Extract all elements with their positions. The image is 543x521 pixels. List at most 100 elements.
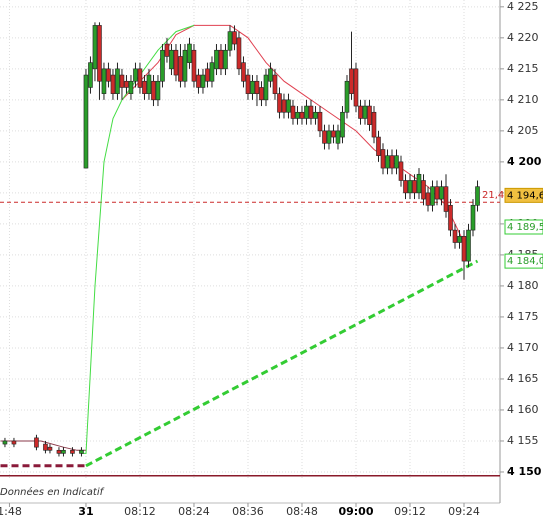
candle-body — [205, 68, 210, 82]
candle-body — [92, 25, 98, 70]
x-tick-label: 08:36 — [232, 505, 264, 518]
candle-body — [412, 180, 417, 194]
candle-body — [349, 68, 354, 94]
candle-body — [421, 180, 426, 200]
candle-body — [398, 161, 404, 181]
price-tag-label: 4 189,5 — [507, 222, 543, 233]
candle-body — [191, 49, 197, 82]
candle-body — [169, 49, 174, 70]
candle-body — [11, 440, 17, 445]
y-tick-label: 4 225 — [507, 0, 539, 13]
candle-body — [326, 130, 332, 144]
y-tick-label: 4 210 — [507, 93, 539, 106]
candle-body — [371, 111, 377, 138]
x-tick-label: 09:24 — [448, 505, 480, 518]
candle-body — [47, 446, 53, 451]
candle-body — [452, 229, 458, 243]
candle-body — [79, 449, 84, 454]
y-tick-label: 4 170 — [507, 341, 539, 354]
y-tick-label: 4 200 — [507, 155, 542, 168]
x-tick-label: 08:48 — [286, 505, 318, 518]
candle-body — [335, 130, 341, 144]
candle-body — [362, 105, 368, 119]
candle-body — [281, 99, 287, 113]
candle-body — [263, 74, 269, 101]
candle-body — [272, 74, 278, 94]
candle-body — [200, 74, 206, 88]
y-tick-label: 4 150 — [507, 465, 542, 478]
candle-body — [385, 155, 390, 169]
candle-body — [290, 105, 296, 119]
candle-body — [187, 43, 192, 63]
candle-body — [358, 105, 363, 119]
candle-body — [133, 68, 138, 82]
candle-body — [101, 68, 107, 94]
candle-body — [286, 99, 291, 113]
y-tick-label: 4 220 — [507, 31, 539, 44]
candle-body — [403, 180, 408, 194]
x-tick-label: 1:48 — [0, 505, 22, 518]
candle-body — [308, 105, 314, 119]
candle-body — [173, 49, 179, 76]
candle-body — [43, 443, 48, 451]
candle-body — [389, 155, 395, 169]
x-tick-label: 08:24 — [178, 505, 210, 518]
candle-body — [70, 449, 75, 454]
candle-body — [218, 49, 224, 70]
candle-body — [430, 186, 435, 206]
candle-body — [322, 130, 327, 144]
candle-body — [457, 236, 462, 243]
candle-body — [250, 80, 255, 94]
y-tick-label: 4 175 — [507, 310, 539, 323]
x-tick-label: 09:00 — [338, 505, 373, 518]
x-tick-label: 09:12 — [394, 505, 426, 518]
candle-body — [259, 87, 264, 101]
candle-body — [160, 49, 165, 82]
candle-body — [304, 105, 309, 119]
candle-body — [209, 62, 215, 82]
candle-body — [367, 105, 372, 125]
candle-body — [61, 449, 66, 454]
candle-body — [164, 43, 170, 57]
candle-body — [317, 111, 323, 132]
candle-body — [254, 80, 260, 94]
candle-body — [196, 74, 201, 88]
candle-body — [313, 111, 318, 119]
y-tick-label: 4 160 — [507, 403, 539, 416]
price-tag — [504, 219, 543, 235]
candle-body — [241, 62, 246, 82]
candle-body — [268, 68, 273, 82]
indicator-line — [85, 259, 479, 468]
candle-body — [106, 68, 111, 82]
candle-body — [380, 149, 386, 169]
candle-body — [475, 186, 480, 206]
candle-body — [299, 111, 305, 119]
x-tick-label: 31 — [78, 505, 93, 518]
candle-body — [470, 204, 476, 231]
candle-body — [277, 93, 282, 113]
candle-body — [394, 155, 399, 169]
candle-body — [151, 80, 156, 101]
candle-body — [83, 74, 89, 169]
candle-body — [110, 74, 116, 94]
candle-body — [155, 80, 161, 101]
candle-body — [178, 56, 183, 82]
x-tick-label: 08:12 — [124, 505, 156, 518]
candle-body — [466, 229, 471, 262]
candle-body — [137, 68, 143, 88]
candle-body — [340, 111, 345, 138]
candle-body — [214, 49, 219, 70]
candle-body — [407, 180, 413, 194]
candle-body — [434, 186, 440, 200]
candle-body — [119, 74, 125, 88]
reference-label: 21,4 — [482, 190, 504, 201]
candle-body — [376, 136, 381, 156]
footer-text: Données en Indicatif — [0, 486, 105, 498]
price-tag — [504, 253, 543, 269]
candle-body — [331, 130, 336, 138]
candle-body — [124, 80, 129, 88]
candle-body — [448, 204, 453, 231]
price-tag — [504, 187, 543, 203]
candle-body — [115, 68, 120, 94]
